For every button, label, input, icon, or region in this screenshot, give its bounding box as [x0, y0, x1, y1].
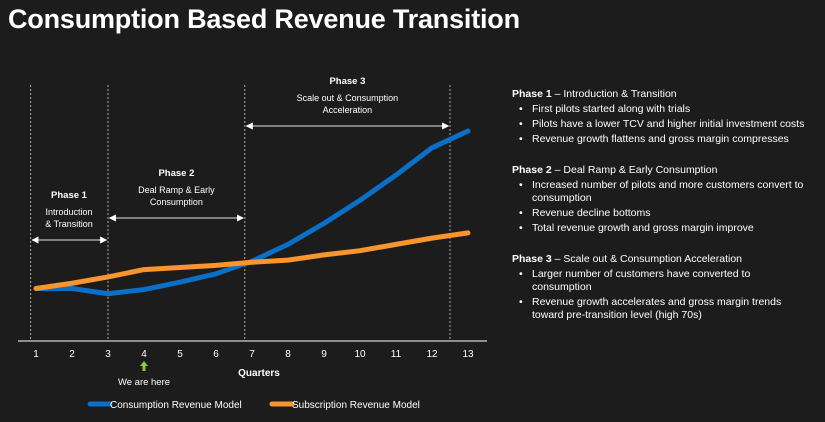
phase-subtitle: Scale out & Consumption: [297, 93, 399, 103]
phase-note-subtitle: Deal Ramp & Early Consumption: [563, 164, 718, 176]
we-are-here-label: We are here: [118, 377, 170, 388]
x-tick-label: 10: [354, 349, 366, 360]
bullet-list: First pilots started along with trials Pi…: [512, 103, 812, 146]
phase-subtitle: Consumption: [150, 197, 203, 207]
x-tick-label: 2: [69, 349, 75, 360]
phase-note-heading: Phase 1 – Introduction & Transition: [512, 88, 677, 100]
bullet-item: Larger number of customers have converte…: [519, 268, 812, 294]
x-tick-label: 11: [391, 349, 402, 360]
bullet-item: Pilots have a lower TCV and higher initi…: [519, 118, 812, 131]
phase-subtitle: Acceleration: [323, 105, 373, 115]
phase-note-title: Phase 3: [512, 253, 552, 265]
x-tick-label: 1: [33, 349, 39, 360]
x-tick-label: 3: [105, 349, 111, 360]
x-tick-label: 5: [177, 349, 183, 360]
phase-note-heading: Phase 3 – Scale out & Consumption Accele…: [512, 253, 742, 265]
phase-note-section: Phase 3 – Scale out & Consumption Accele…: [512, 253, 812, 322]
bullet-item: Total revenue growth and gross margin im…: [519, 222, 812, 235]
x-tick-label: 6: [213, 349, 219, 360]
series-line-subscription: [33, 230, 471, 291]
page-title: Consumption Based Revenue Transition: [8, 4, 520, 34]
phase-title: Phase 3: [329, 76, 365, 87]
bullet-item: Revenue growth flattens and gross margin…: [519, 133, 812, 146]
x-tick-label: 7: [249, 349, 255, 360]
legend-label: Subscription Revenue Model: [292, 400, 420, 411]
phase-note-section: Phase 2 – Deal Ramp & Early Consumption I…: [512, 164, 812, 235]
phase-title: Phase 1: [51, 190, 88, 201]
phase-notes: Phase 1 – Introduction & Transition First…: [512, 88, 812, 340]
x-tick-label: 13: [462, 349, 474, 360]
phase-note-section: Phase 1 – Introduction & Transition First…: [512, 88, 812, 146]
phase-note-subtitle: Scale out & Consumption Acceleration: [563, 253, 742, 265]
x-tick-label: 9: [321, 349, 327, 360]
phase-note-title: Phase 2: [512, 164, 552, 176]
phase-note-title: Phase 1: [512, 88, 552, 100]
phase-title: Phase 2: [158, 168, 194, 179]
bullet-list: Increased number of pilots and more cust…: [512, 179, 812, 235]
x-tick-label: 4: [141, 349, 147, 360]
phase-subtitle: Deal Ramp & Early: [138, 185, 215, 195]
bullet-item: Increased number of pilots and more cust…: [519, 179, 812, 205]
bullet-item: Revenue decline bottoms: [519, 207, 812, 220]
phase-note-subtitle: Introduction & Transition: [563, 88, 677, 100]
x-tick-label: 8: [285, 349, 291, 360]
series-line-consumption: [33, 128, 471, 297]
phase-note-heading: Phase 2 – Deal Ramp & Early Consumption: [512, 164, 718, 176]
phase-subtitle: & Transition: [45, 219, 93, 229]
chart: Phase 1 Introduction & Transition Phase 2 De…: [18, 76, 487, 411]
bullet-list: Larger number of customers have converte…: [512, 268, 812, 322]
bullet-item: First pilots started along with trials: [519, 103, 812, 116]
x-tick-label: 12: [426, 349, 438, 360]
legend-label: Consumption Revenue Model: [110, 400, 242, 411]
x-axis-label: Quarters: [238, 368, 280, 379]
bullet-item: Revenue growth accelerates and gross mar…: [519, 296, 812, 322]
up-arrow-icon: [140, 361, 148, 371]
phase-subtitle: Introduction: [45, 207, 92, 217]
